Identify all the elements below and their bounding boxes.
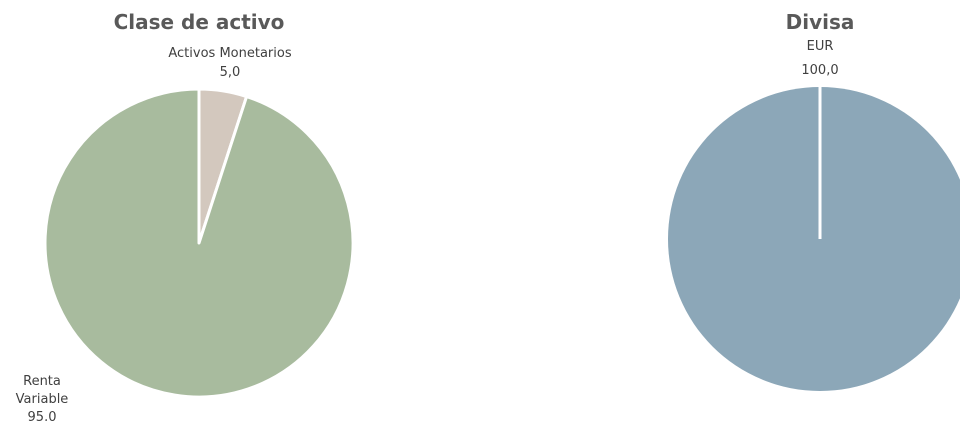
currency-pie-chart: Divisa EUR 100,0 <box>668 10 960 391</box>
slice-value-renta-variable: 95,0 <box>28 410 57 421</box>
pie-slice-eur <box>668 87 960 391</box>
slice-value-activos-monetarios: 5,0 <box>220 65 241 80</box>
chart-title: Divisa <box>786 10 855 34</box>
slice-value-eur: 100,0 <box>801 63 838 78</box>
slice-label-activos-monetarios: Activos Monetarios <box>168 46 291 61</box>
chart-title: Clase de activo <box>114 10 285 34</box>
slice-label-renta-variable: Variable <box>16 392 69 407</box>
pie-slice-renta-variable <box>43 87 355 399</box>
slice-label-renta-variable: Renta <box>23 374 61 389</box>
asset-class-pie-chart: Clase de activo Activos Monetarios 5,0 Rent… <box>16 10 355 421</box>
slice-label-eur: EUR <box>807 39 834 54</box>
